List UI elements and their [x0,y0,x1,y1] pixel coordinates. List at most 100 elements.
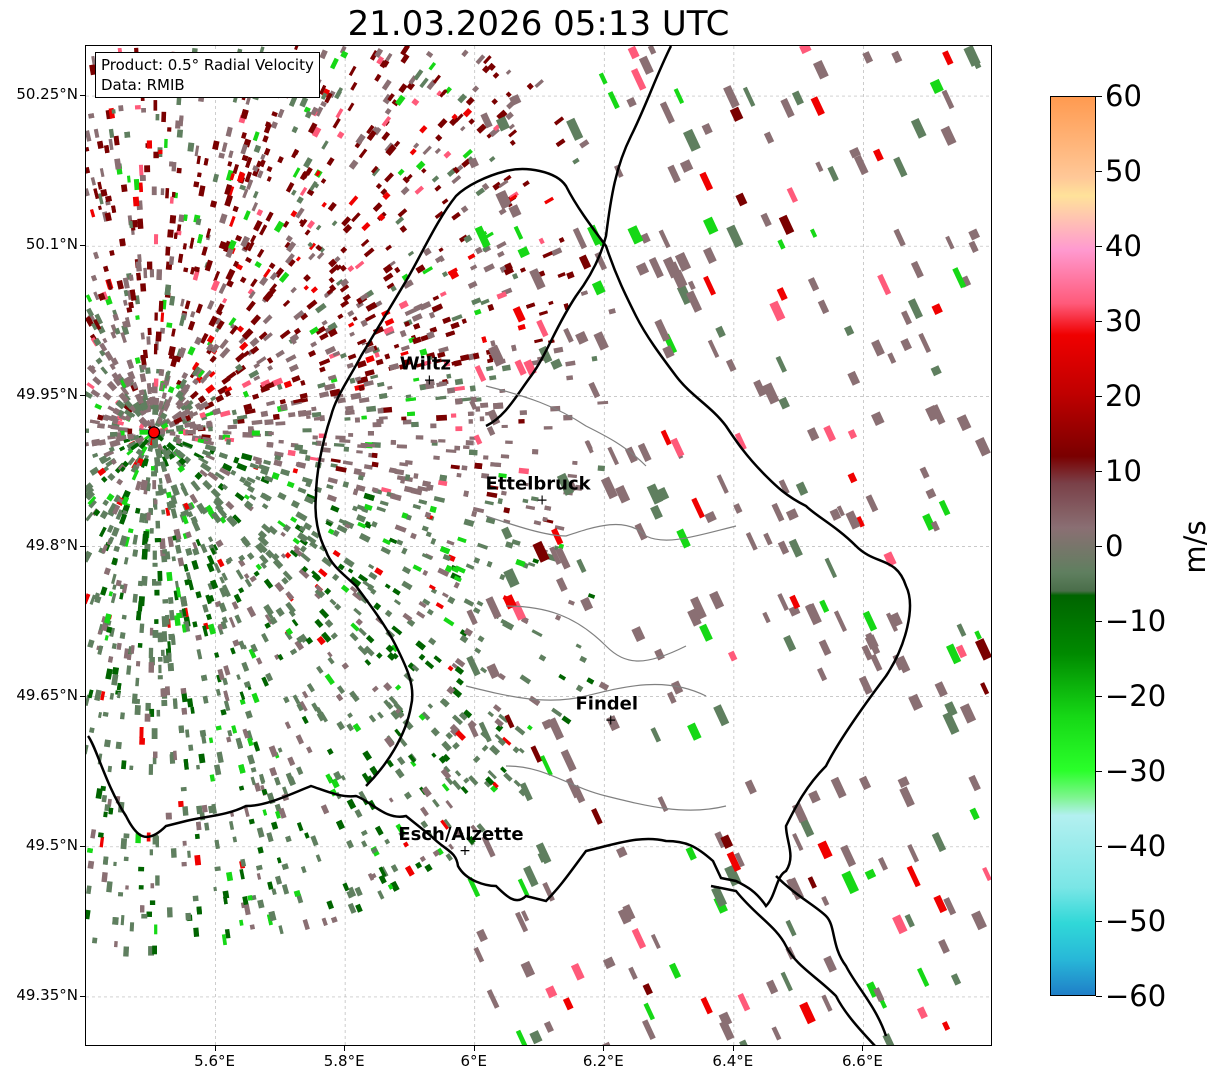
echo-pixel [556,577,568,592]
echo-pixel [445,449,457,453]
echo-pixel [540,755,553,776]
echo-pixel [117,409,125,418]
echo-pixel [478,721,492,743]
echo-pixel [97,292,106,301]
echo-pixel [486,989,500,1009]
echo-pixel [579,139,590,149]
echo-pixel [167,597,174,605]
echo-pixel [146,336,151,345]
echo-pixel [555,547,571,570]
echo-pixel [438,346,449,354]
echo-pixel [474,462,483,470]
echo-pixel [97,181,103,190]
echo-pixel [277,156,284,164]
echo-pixel [326,748,334,756]
echo-pixel [250,345,260,355]
echo-pixel [982,866,991,882]
echo-pixel [152,404,159,415]
echo-pixel [259,159,266,168]
echo-pixel [261,492,272,502]
echo-pixel [300,312,309,321]
echo-pixel [217,482,226,491]
echo-pixel [157,408,165,418]
echo-pixel [426,608,434,616]
echo-pixel [255,458,263,466]
echo-pixel [339,352,347,359]
echo-pixel [86,550,93,563]
echo-pixel [726,224,744,248]
echo-pixel [399,225,408,233]
echo-pixel [98,439,106,446]
echo-pixel [296,196,304,204]
map-panel[interactable]: + Wiltz + Ettelbruck + Findel + Esch/Alzette [85,45,992,1046]
colorbar-tick-mark [1096,846,1102,847]
echo-pixel [114,327,121,335]
echo-pixel [858,775,872,791]
echo-pixel [514,911,529,933]
echo-pixel [205,594,212,605]
echo-pixel [503,266,514,276]
echo-pixel [467,280,478,289]
echo-pixel [558,543,565,550]
echo-pixel [337,563,345,571]
echo-pixel [332,549,341,558]
echo-pixel [150,883,155,889]
echo-pixel [659,101,675,124]
echo-pixel [376,381,385,388]
echo-pixel [285,835,292,843]
echo-pixel [165,812,172,820]
echo-pixel [122,377,132,388]
echo-pixel [349,576,362,588]
echo-pixel [183,563,189,572]
echo-pixel [360,238,370,248]
echo-pixel [410,532,417,540]
product-label: Product: 0.5° Radial Velocity [101,56,314,74]
echo-pixel [419,125,428,134]
echo-pixel [167,386,175,394]
echo-pixel [910,260,924,279]
echo-pixel [107,656,114,663]
echo-pixel [296,766,304,776]
echo-pixel [419,301,432,311]
echo-pixel [259,224,268,236]
echo-pixel [249,575,257,583]
echo-pixel [447,665,454,672]
echo-pixel [778,479,790,495]
echo-pixel [347,353,357,361]
echo-pixel [266,441,274,448]
echo-pixel [180,596,188,607]
echo-pixel [160,312,165,322]
echo-pixel [86,482,94,494]
echo-pixel [465,563,475,570]
echo-pixel [522,180,530,188]
echo-pixel [170,848,177,858]
echo-pixel [882,1033,896,1045]
echo-pixel [120,184,128,193]
echo-pixel [391,625,403,636]
echo-pixel [169,609,175,621]
echo-pixel [102,856,109,865]
echo-pixel [227,424,237,430]
echo-pixel [230,469,237,476]
echo-pixel [93,188,100,200]
echo-pixel [771,1026,782,1041]
echo-pixel [518,418,525,424]
echo-pixel [415,264,426,274]
echo-pixel [228,186,235,198]
echo-pixel [383,325,395,335]
echo-pixel [295,511,308,522]
echo-pixel [938,939,950,954]
echo-pixel [853,154,869,176]
echo-pixel [498,473,507,479]
echo-pixel [148,764,154,775]
echo-pixel [146,383,152,395]
echo-pixel [386,282,395,290]
echo-pixel [102,499,110,507]
echo-pixel [511,539,521,546]
echo-pixel [169,431,176,436]
echo-pixel [424,863,433,873]
echo-pixel [591,808,603,825]
echo-pixel [497,190,512,208]
echo-pixel [209,200,218,208]
echo-pixel [274,875,283,885]
